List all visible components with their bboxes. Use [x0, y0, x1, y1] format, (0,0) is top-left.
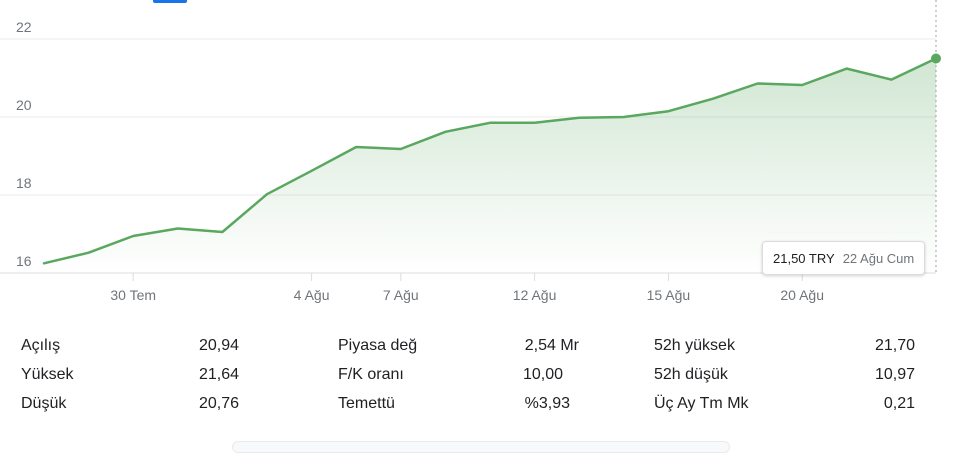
- stat-value-3m-avg-volume: 0,21: [883, 395, 915, 412]
- tooltip-date: 22 Ağu Cum: [842, 250, 915, 266]
- price-area-fill: [44, 58, 936, 273]
- price-chart: 16 18 20 22 30 Tem 4 Ağu 7 Ağu 12 Ağu 15 Ağu 20 …: [0, 0, 941, 303]
- y-tick-label: 16: [16, 253, 32, 269]
- x-tick-label: 12 Ağu: [513, 287, 557, 303]
- more-about-bar[interactable]: [232, 441, 730, 453]
- x-axis-ticks: 30 Tem 4 Ağu 7 Ağu 12 Ağu 15 Ağu 20 Ağu: [110, 273, 824, 303]
- stat-value-pe-ratio: 10,00: [522, 366, 563, 383]
- x-tick-label: 20 Ağu: [780, 287, 824, 303]
- stat-label-52w-high: 52h yüksek: [654, 337, 735, 354]
- stat-value-open: 20,94: [198, 337, 239, 354]
- price-points[interactable]: [931, 53, 941, 64]
- x-tick-label: 7 Ağu: [383, 287, 419, 303]
- stat-label-low: Düşük: [21, 395, 67, 412]
- y-axis-tick-labels: 16 18 20 22: [16, 19, 32, 269]
- stat-label-52w-low: 52h düşük: [654, 366, 728, 383]
- price-tooltip: 21,50 TRY 22 Ağu Cum: [762, 241, 926, 275]
- x-tick-label: 4 Ağu: [294, 287, 330, 303]
- stats-row: Açılış 20,94 Piyasa değ 2,54 Mr 52h yüks…: [0, 333, 960, 359]
- stat-label-dividend: Temettü: [338, 395, 395, 412]
- stat-value-low: 20,76: [198, 395, 239, 412]
- x-tick-label: 15 Ağu: [647, 287, 691, 303]
- tooltip-price: 21,50 TRY: [773, 250, 835, 266]
- stat-label-high: Yüksek: [21, 366, 74, 383]
- y-tick-label: 22: [16, 19, 32, 35]
- stat-value-52w-high: 21,70: [874, 337, 915, 354]
- stat-label-open: Açılış: [21, 337, 61, 354]
- stats-row: Düşük 20,76 Temettü %3,93 Üç Ay Tm Mk 0,…: [0, 391, 960, 417]
- current-price-point[interactable]: [931, 53, 941, 64]
- x-tick-label: 30 Tem: [110, 287, 156, 303]
- stat-value-market-cap: 2,54 Mr: [524, 337, 579, 354]
- stat-label-pe-ratio: F/K oranı: [338, 366, 404, 383]
- y-tick-label: 20: [16, 97, 32, 113]
- stat-label-market-cap: Piyasa değ: [338, 337, 418, 354]
- stat-value-dividend: %3,93: [524, 395, 570, 412]
- stat-label-3m-avg-volume: Üç Ay Tm Mk: [654, 395, 749, 412]
- stats-row: Yüksek 21,64 F/K oranı 10,00 52h düşük 1…: [0, 362, 960, 388]
- price-line: [42, 57, 938, 265]
- y-tick-label: 18: [16, 175, 32, 191]
- active-range-tab-indicator[interactable]: [153, 0, 187, 3]
- stat-value-high: 21,64: [198, 366, 239, 383]
- stat-value-52w-low: 10,97: [874, 366, 915, 383]
